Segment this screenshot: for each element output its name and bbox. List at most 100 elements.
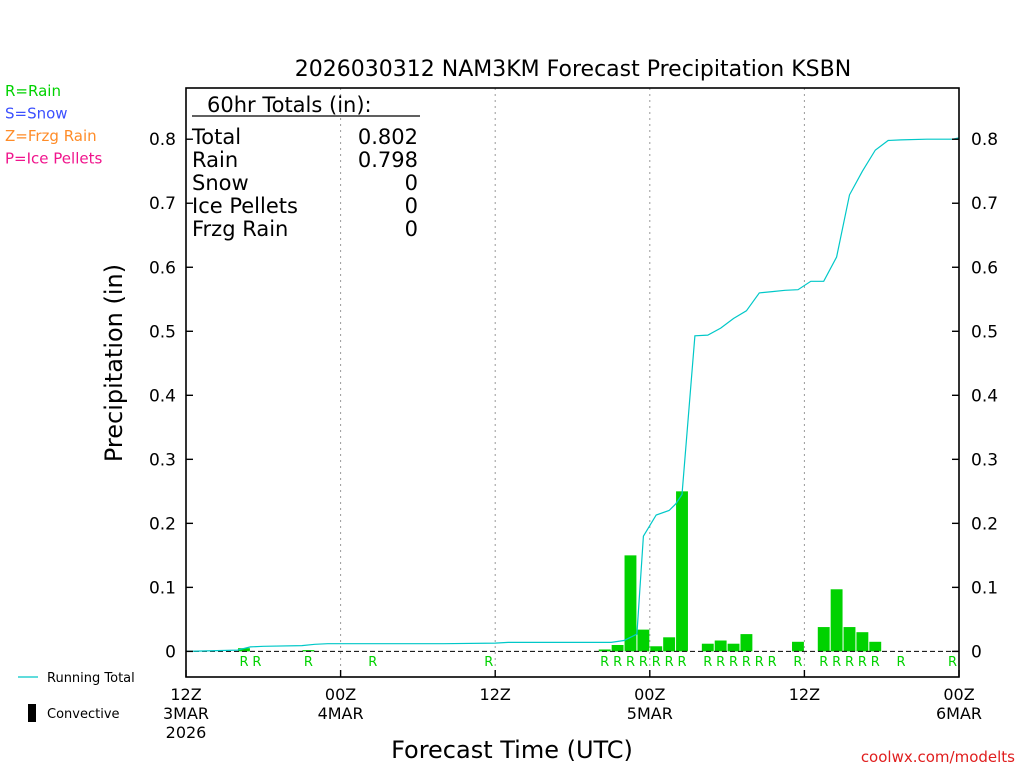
x-tick-label-3-0: 00Z bbox=[634, 685, 665, 704]
totals-label-2: Snow bbox=[192, 171, 249, 195]
y-tick-label-left-6: 0.6 bbox=[149, 258, 176, 278]
precip-bar-14 bbox=[817, 627, 830, 652]
precip-type-marker-24: R bbox=[897, 655, 906, 670]
y-tick-label-right-2: 0.2 bbox=[971, 514, 998, 534]
time-gridlines bbox=[340, 88, 805, 677]
x-tick-label-4-0: 12Z bbox=[789, 685, 820, 704]
precip-type-marker-12: R bbox=[703, 655, 712, 670]
precip-type-marker-16: R bbox=[755, 655, 764, 670]
precip-type-marker-10: R bbox=[665, 655, 674, 670]
precip-type-marker-19: R bbox=[819, 655, 828, 670]
series-legend: Running Total Convective bbox=[18, 671, 135, 722]
totals-label-3: Ice Pellets bbox=[192, 194, 298, 218]
running-total-legend-label: Running Total bbox=[47, 671, 135, 686]
precip-type-marker-11: R bbox=[677, 655, 686, 670]
x-tick-label-5-1: 6MAR bbox=[936, 704, 982, 723]
convective-legend-swatch bbox=[28, 704, 36, 722]
precip-bar-17 bbox=[856, 632, 869, 652]
x-tick-label-0-0: 12Z bbox=[170, 685, 201, 704]
precip-bar-8 bbox=[676, 491, 688, 652]
precip-type-marker-23: R bbox=[871, 655, 880, 670]
y-tick-label-left-7: 0.7 bbox=[149, 194, 176, 214]
precip-bars bbox=[238, 491, 882, 652]
y-tick-label-left-3: 0.3 bbox=[149, 450, 176, 470]
y-tick-label-right-5: 0.5 bbox=[971, 322, 998, 342]
y-tick-label-right-6: 0.6 bbox=[971, 258, 998, 278]
precip-type-marker-1: R bbox=[252, 655, 261, 670]
y-tick-label-left-4: 0.4 bbox=[149, 386, 176, 406]
y-axis-left: 0 0.1 0.2 0.3 0.4 0.5 0.6 0.7 0.8 bbox=[149, 130, 193, 662]
y-axis-label: Precipitation (in) bbox=[100, 264, 128, 462]
totals-label-4: Frzg Rain bbox=[192, 217, 288, 241]
precip-type-marker-2: R bbox=[304, 655, 313, 670]
precip-bar-16 bbox=[843, 627, 856, 652]
convective-legend-label: Convective bbox=[47, 707, 120, 722]
precip-type-marker-14: R bbox=[729, 655, 738, 670]
precip-bar-0 bbox=[238, 648, 250, 652]
chart-title: 2026030312 NAM3KM Forecast Precipitation… bbox=[295, 57, 851, 82]
y-tick-label-right-3: 0.3 bbox=[971, 450, 998, 470]
totals-value-2: 0 bbox=[405, 171, 418, 195]
y-tick-label-left-1: 0.1 bbox=[149, 578, 176, 598]
precip-bar-15 bbox=[830, 589, 843, 652]
x-tick-label-2-0: 12Z bbox=[480, 685, 511, 704]
x-tick-label-5-0: 00Z bbox=[943, 685, 974, 704]
totals-value-4: 0 bbox=[405, 217, 418, 241]
precip-type-marker-17: R bbox=[768, 655, 777, 670]
plot-frame bbox=[185, 87, 960, 678]
x-tick-label-0-2: 2026 bbox=[166, 723, 207, 742]
precip-type-marker-4: R bbox=[484, 655, 493, 670]
precip-bar-11 bbox=[727, 643, 740, 652]
precip-type-marker-25: R bbox=[948, 655, 957, 670]
x-axis-label: Forecast Time (UTC) bbox=[391, 736, 633, 764]
y-tick-label-right-0: 0 bbox=[971, 642, 982, 662]
totals-box: 60hr Totals (in): Total 0.802 Rain 0.798 Snow… bbox=[191, 93, 420, 241]
precip-bar-3 bbox=[611, 644, 624, 652]
precip-bar-10 bbox=[714, 640, 727, 652]
y-tick-label-left-2: 0.2 bbox=[149, 514, 176, 534]
y-tick-label-right-4: 0.4 bbox=[971, 386, 998, 406]
precip-type-marker-20: R bbox=[832, 655, 841, 670]
y-tick-label-right-1: 0.1 bbox=[971, 578, 998, 598]
y-tick-label-left-0: 0 bbox=[165, 642, 176, 662]
precip-type-marker-18: R bbox=[793, 655, 802, 670]
type-legend-item-3: P=Ice Pellets bbox=[5, 150, 102, 168]
precip-type-marker-9: R bbox=[652, 655, 661, 670]
precip-bar-13 bbox=[792, 641, 804, 652]
y-tick-label-right-7: 0.7 bbox=[971, 194, 998, 214]
running-total-line bbox=[185, 137, 960, 652]
precip-bar-4 bbox=[624, 555, 637, 652]
precip-bar-5 bbox=[637, 629, 650, 652]
x-tick-label-1-0: 00Z bbox=[325, 685, 356, 704]
y-axis-right: 0 0.1 0.2 0.3 0.4 0.5 0.6 0.7 0.8 bbox=[952, 130, 998, 662]
precip-type-marker-15: R bbox=[742, 655, 751, 670]
x-tick-label-0-1: 3MAR bbox=[163, 704, 209, 723]
precip-bar-18 bbox=[869, 641, 882, 652]
precip-type-legend: R=Rain S=Snow Z=Frzg Rain P=Ice Pellets bbox=[5, 82, 102, 168]
precip-bar-9 bbox=[701, 643, 714, 652]
type-legend-item-2: Z=Frzg Rain bbox=[5, 127, 97, 145]
totals-value-3: 0 bbox=[405, 194, 418, 218]
precip-type-marker-13: R bbox=[716, 655, 725, 670]
y-tick-label-left-8: 0.8 bbox=[149, 130, 176, 150]
x-tick-label-3-1: 5MAR bbox=[627, 704, 673, 723]
type-legend-item-1: S=Snow bbox=[5, 105, 68, 123]
totals-label-0: Total bbox=[191, 125, 241, 149]
precip-type-marker-3: R bbox=[368, 655, 377, 670]
y-tick-label-left-5: 0.5 bbox=[149, 322, 176, 342]
precip-type-marker-7: R bbox=[626, 655, 635, 670]
precip-bar-1 bbox=[302, 650, 315, 652]
precip-bar-2 bbox=[598, 649, 611, 652]
precip-type-marker-0: R bbox=[239, 655, 248, 670]
precip-bar-6 bbox=[650, 646, 663, 652]
totals-label-1: Rain bbox=[192, 148, 238, 172]
y-tick-label-right-8: 0.8 bbox=[971, 130, 998, 150]
totals-value-1: 0.798 bbox=[358, 148, 418, 172]
x-tick-label-1-1: 4MAR bbox=[318, 704, 364, 723]
type-legend-item-0: R=Rain bbox=[5, 82, 61, 100]
precip-bar-7 bbox=[663, 637, 676, 652]
precip-type-marker-21: R bbox=[845, 655, 854, 670]
